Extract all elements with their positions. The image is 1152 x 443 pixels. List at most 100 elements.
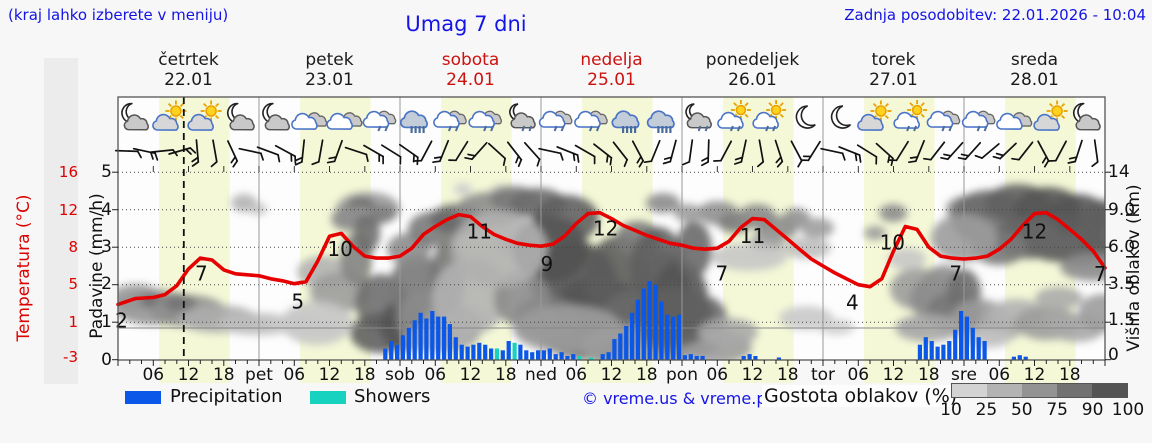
precip-tick-label: 4 (101, 200, 112, 220)
precip-bar (618, 333, 623, 360)
precip-bar (459, 344, 464, 360)
x-tick-label: 18 (918, 365, 940, 385)
precip-bar (536, 350, 541, 360)
day-name: sobota (441, 50, 500, 70)
temperature-label: 4 (846, 291, 859, 315)
precip-bar (471, 344, 476, 360)
precip-bar (430, 311, 435, 360)
cloud-density-title: Gostota oblakov (%) (762, 385, 960, 407)
precip-bar (682, 355, 687, 360)
moon-cloud-icon (1072, 102, 1101, 131)
precip-bar (653, 284, 658, 360)
sun-cloud-drizzle-icon (717, 100, 751, 132)
precip-bar (959, 311, 964, 360)
precip-bar (453, 337, 458, 360)
temperature-label: 5 (291, 290, 304, 314)
wind-barb-icon (923, 141, 946, 161)
day-date: 26.01 (728, 70, 777, 90)
wind-barb-icon (574, 144, 596, 165)
precip-bar (1017, 355, 1022, 360)
wind-barb-icon (643, 139, 661, 164)
temp-tick-label: -3 (63, 348, 78, 366)
temp-tick-label: 16 (58, 163, 78, 181)
cloud-rain-icon (399, 110, 428, 133)
day-name: četrtek (158, 50, 219, 70)
sun-cloud-drizzle-icon (752, 100, 787, 132)
wind-barb-icon (294, 139, 306, 166)
precip-bar (923, 337, 928, 360)
wind-barb-icon (432, 139, 450, 164)
wind-barb-icon (701, 139, 710, 167)
wind-barb-icon (344, 146, 369, 163)
precip-bar (1011, 356, 1016, 360)
density-segment (952, 384, 987, 397)
temperature-label: 12 (593, 217, 618, 241)
precip-bar (929, 341, 934, 360)
wind-barb-icon (757, 139, 765, 168)
precip-bar (412, 320, 417, 360)
wind-barb-icon (631, 140, 644, 168)
x-tick-label: 12 (319, 365, 341, 385)
precip-bar (424, 318, 429, 360)
precip-bar (547, 348, 552, 360)
precip-bar (447, 324, 452, 360)
moon-icon (795, 105, 816, 129)
x-tick-label: 12 (742, 365, 764, 385)
precip-bar (518, 344, 523, 360)
wind-barb-icon (311, 139, 324, 166)
clouds-icon (996, 112, 1033, 130)
precip-bar (630, 312, 635, 360)
precip-bar (964, 316, 969, 360)
wind-barb-icon (326, 139, 343, 164)
cloud-rain-icon (646, 110, 675, 133)
wind-barb-icon (992, 142, 1017, 160)
precip-bar (524, 350, 529, 360)
precip-bar (700, 356, 705, 360)
axis-ticks (112, 171, 1111, 366)
precip-bar (741, 356, 746, 360)
precip-bar (506, 341, 511, 360)
temperature-label: 10 (880, 231, 905, 255)
precip-bar (477, 342, 482, 360)
wind-barb-icon (413, 140, 433, 162)
day-name: nedelja (580, 50, 643, 70)
day-header: sobota 24.01 (400, 50, 541, 90)
density-scale-label: 10 (940, 400, 962, 420)
wind-barb-icon (774, 139, 784, 168)
cloud-tick-label: 3.5 (1108, 274, 1136, 294)
sun-cloud-icon (187, 100, 222, 131)
last-update-text: Zadnja posodobitev: 22.01.2026 - 10:04 (844, 6, 1146, 24)
temp-tick-label: 1 (68, 313, 78, 331)
precip-bar (665, 314, 670, 360)
cloud-drizzle-icon (538, 110, 573, 132)
precip-bar (389, 341, 394, 360)
day-header: četrtek 22.01 (118, 50, 259, 90)
day-abbrev-label: pon (666, 365, 698, 385)
precip-bar (947, 341, 952, 360)
wind-barb-icon (274, 144, 297, 165)
density-scale-label: 75 (1046, 400, 1069, 420)
x-tick-label: 06 (424, 365, 446, 385)
day-name: sreda (1010, 50, 1059, 70)
wind-barb-icon (1047, 140, 1067, 162)
wind-barb-icon (800, 140, 821, 162)
precip-bar (694, 356, 699, 360)
clouds-icon (291, 112, 328, 130)
precip-bar (541, 350, 546, 360)
wind-barb-icon (612, 141, 628, 168)
precip-bar (976, 337, 981, 360)
wind-barb-icon (940, 141, 964, 161)
temperature-label: 11 (467, 220, 492, 244)
density-segment (1092, 384, 1127, 397)
day-name: ponedeljek (705, 50, 800, 70)
day-date: 24.01 (446, 70, 495, 90)
showers-legend-label: Showers (354, 386, 431, 407)
wind-barb-icon (856, 144, 878, 165)
precip-bar (559, 352, 564, 360)
showers-swatch (310, 391, 346, 404)
x-tick-label: 18 (495, 365, 517, 385)
wind-barb-icon (1011, 141, 1034, 161)
precipitation-bars (383, 281, 1028, 360)
cloud-tick-label: 9.0 (1108, 200, 1136, 220)
